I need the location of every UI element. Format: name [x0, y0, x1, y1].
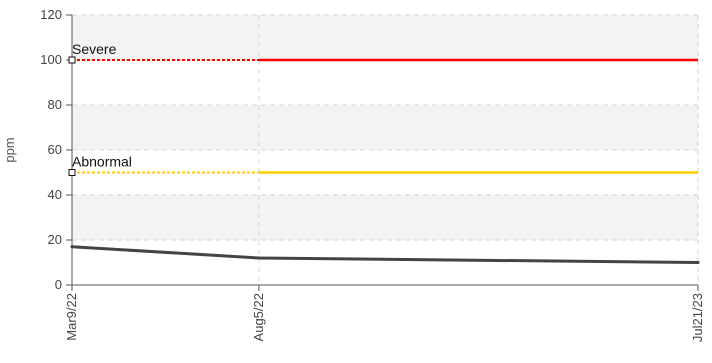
y-tick-label: 100 [40, 52, 62, 67]
data-series [70, 245, 700, 264]
y-tick-label: 60 [48, 142, 62, 157]
y-tick-label: 120 [40, 7, 62, 22]
y-tick-label: 40 [48, 187, 62, 202]
series-line [70, 245, 700, 264]
background-band [72, 15, 698, 60]
y-axis-ticks: 0 20 40 60 80 100 120 [40, 7, 72, 292]
data-point [257, 256, 261, 260]
y-tick-label: 80 [48, 97, 62, 112]
background-band [72, 105, 698, 150]
threshold-marker [68, 169, 76, 176]
background-bands [72, 15, 698, 240]
threshold-label: Abnormal [72, 154, 132, 170]
threshold-label: Severe [72, 41, 117, 57]
x-tick-label: Aug5/22 [251, 293, 266, 341]
background-band [72, 195, 698, 240]
x-axis-ticks: Mar9/22 Aug5/22 Jul21/23 [64, 285, 705, 342]
y-tick-label: 0 [55, 277, 62, 292]
x-tick-label: Mar9/22 [64, 293, 79, 341]
y-axis-title: ppm [2, 137, 17, 162]
data-point [696, 261, 700, 264]
x-tick-label: Jul21/23 [690, 293, 705, 342]
threshold-lines: Severe Abnormal [68, 41, 698, 176]
y-tick-label: 20 [48, 232, 62, 247]
data-point [70, 245, 74, 249]
threshold-marker [68, 56, 76, 64]
